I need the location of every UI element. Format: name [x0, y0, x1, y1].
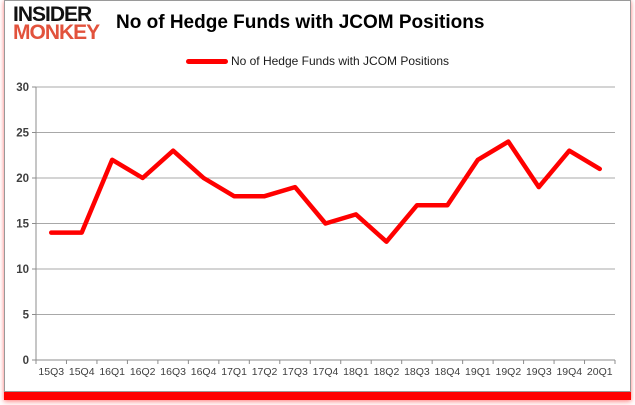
x-axis-label: 19Q4	[556, 366, 582, 378]
x-axis-label: 17Q3	[282, 366, 308, 378]
y-axis-label: 15	[16, 219, 29, 231]
legend: No of Hedge Funds with JCOM Positions	[5, 54, 630, 68]
x-axis-label: 18Q3	[404, 366, 430, 378]
logo-line2: MONKEY	[13, 21, 100, 45]
x-axis-label: 19Q2	[495, 366, 521, 378]
y-axis-label: 25	[16, 128, 29, 140]
logo-line1: INSIDER	[13, 3, 92, 26]
x-axis-label: 17Q2	[252, 366, 278, 378]
chart-title: No of Hedge Funds with JCOM Positions	[116, 12, 485, 33]
y-axis-label: 20	[16, 173, 29, 185]
x-axis-label: 18Q4	[435, 366, 461, 378]
x-axis-label: 16Q1	[99, 366, 125, 378]
x-axis-label: 17Q1	[221, 366, 247, 378]
y-axis-label: 5	[23, 310, 30, 322]
x-axis-label: 18Q2	[374, 366, 400, 378]
chart-card: INSIDER MONKEY No of Hedge Funds with JC…	[4, 0, 631, 400]
data-line-series	[48, 139, 603, 244]
x-axis-label: 19Q3	[526, 366, 552, 378]
chart-frame: INSIDER MONKEY No of Hedge Funds with JC…	[4, 0, 631, 392]
legend-line-swatch	[185, 58, 228, 64]
x-axis-label: 16Q2	[130, 366, 156, 378]
x-axis-label: 19Q1	[465, 366, 491, 378]
x-axis-label: 18Q1	[343, 366, 369, 378]
y-axis-label: 0	[23, 355, 29, 367]
insider-monkey-logo: INSIDER MONKEY	[13, 3, 100, 45]
x-axis-label: 20Q1	[587, 366, 613, 378]
x-axis-label: 15Q3	[38, 366, 64, 378]
y-axis-label: 10	[16, 264, 29, 276]
x-axis-label: 15Q4	[69, 366, 95, 378]
y-axis-label: 30	[16, 82, 29, 94]
bottom-accent-bar	[4, 392, 631, 400]
line-chart: 0 5 10 15 20 25 30 15Q3 15Q4 16Q1 16Q2 16Q3 16Q4 17Q1…	[16, 82, 616, 378]
x-axis-label: 16Q3	[160, 366, 186, 378]
x-axis-label: 17Q4	[313, 366, 339, 378]
x-axis-label: 16Q4	[191, 366, 217, 378]
legend-label: No of Hedge Funds with JCOM Positions	[230, 54, 450, 68]
